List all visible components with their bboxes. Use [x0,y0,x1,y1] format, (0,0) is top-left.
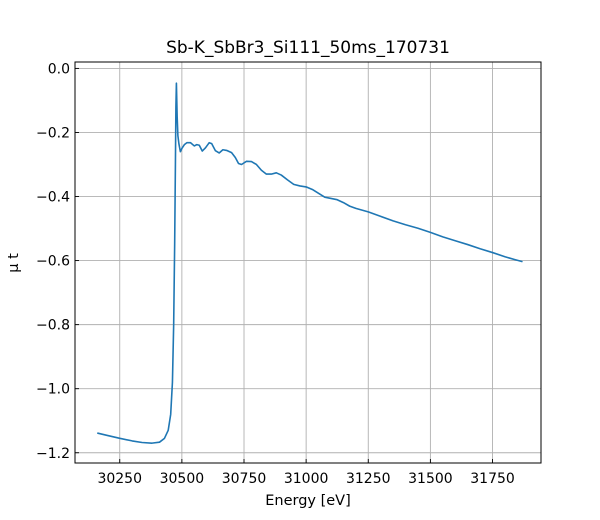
x-tick-label: 31250 [346,471,391,487]
x-tick-label: 31500 [408,471,453,487]
tick-layer: 30250 30500 30750 31000 31250 31500 31750 0.0 −0… [36,61,515,487]
x-tick-label: 30500 [160,471,205,487]
y-tick-label: −0.6 [36,254,70,270]
chart-title: Sb-K_SbBr3_Si111_50ms_170731 [166,38,450,58]
y-tick-label: −0.2 [36,125,70,141]
y-tick-label: −0.4 [36,190,70,206]
y-tick-label: −0.8 [36,318,70,334]
x-axis-label: Energy [eV] [265,493,351,509]
y-tick-label: −1.2 [36,446,70,462]
x-tick-label: 31750 [470,471,515,487]
y-tick-label: 0.0 [48,61,70,77]
x-tick-label: 30750 [222,471,267,487]
series-layer [97,82,523,444]
x-tick-label: 30250 [97,471,142,487]
y-tick-label: −1.0 [36,382,70,398]
plot-frame [74,61,542,464]
series-line [97,82,523,444]
y-axis-label: μ t [6,253,22,273]
grid-layer [75,62,541,463]
x-tick-label: 31000 [284,471,329,487]
